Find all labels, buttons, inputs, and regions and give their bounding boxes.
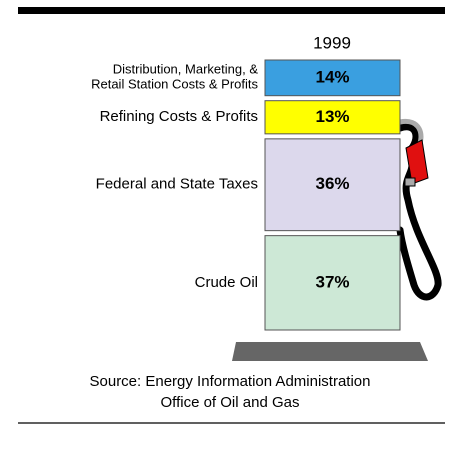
series-name: 1999 [313,33,351,52]
chart: 1999 Source: Energy Information Administ… [0,0,462,452]
category-label: Refining Costs & Profits [100,108,258,125]
value-label: 36% [315,174,349,193]
category-label: Distribution, Marketing, &Retail Station… [91,62,258,92]
category-label: Crude Oil [195,274,258,291]
top-rule [18,7,445,14]
source: Source: Energy Information Administratio… [90,373,371,390]
value-label: 14% [315,67,349,86]
value-label: 37% [315,272,349,291]
pump-base [232,342,428,361]
value-label: 13% [315,107,349,126]
source: Office of Oil and Gas [161,394,300,411]
category-label: Federal and State Taxes [96,176,258,193]
pump-nozzle [400,121,438,297]
